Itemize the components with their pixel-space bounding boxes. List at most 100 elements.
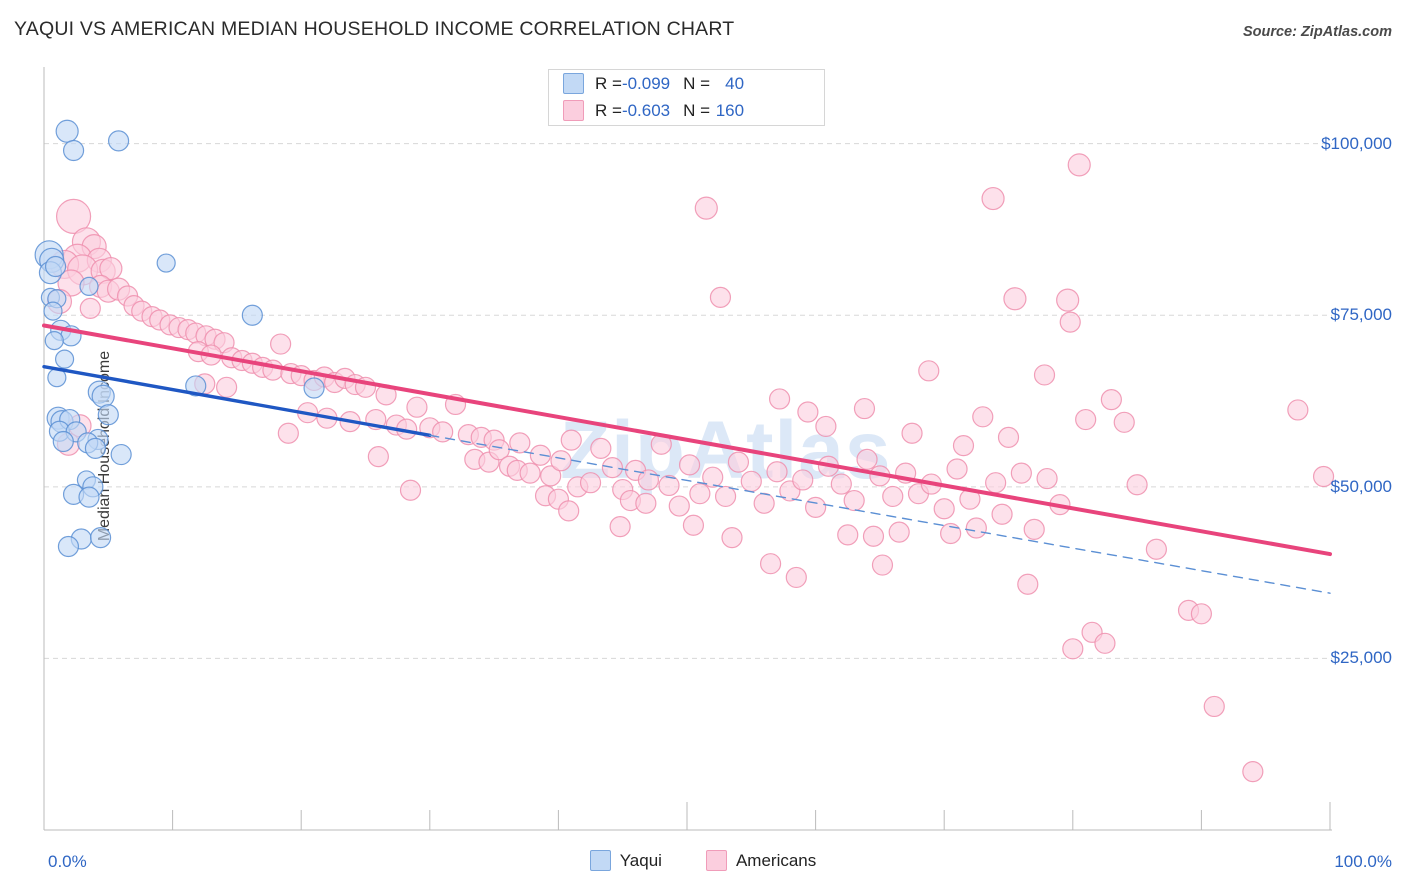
data-points-yaqui: [34, 119, 325, 558]
legend-item-americans[interactable]: Americans: [705, 850, 817, 871]
scatter-point: [740, 470, 762, 492]
scatter-point: [830, 473, 852, 495]
scatter-point: [509, 432, 531, 454]
legend-item-yaqui[interactable]: Yaqui: [589, 850, 662, 871]
scatter-point: [44, 331, 64, 351]
scatter-point: [694, 196, 718, 220]
scatter-point: [1003, 287, 1027, 311]
scatter-point: [62, 139, 85, 162]
y-axis-tick-label: $100,000: [1321, 133, 1392, 153]
trend-line: [429, 434, 1331, 594]
scatter-point: [55, 119, 79, 143]
scatter-point: [156, 253, 176, 273]
scatter-point: [689, 483, 711, 505]
n-label-americans: N =: [683, 100, 711, 120]
scatter-point: [1075, 408, 1097, 431]
scatter-point: [981, 186, 1005, 211]
scatter-point: [52, 430, 74, 453]
scatter-point: [759, 553, 782, 575]
scatter-point: [1113, 411, 1135, 433]
scatter-point: [406, 396, 428, 418]
scatter-point: [558, 500, 580, 522]
scatter-point: [1056, 288, 1080, 312]
scatter-point: [1126, 474, 1148, 496]
r-label-yaqui: R =: [595, 73, 622, 93]
scatter-point: [792, 469, 814, 491]
legend-swatch-americans-icon: [563, 100, 584, 121]
axis-lines: [43, 67, 1332, 831]
scatter-point: [1094, 632, 1116, 654]
gridlines: [44, 143, 1332, 659]
scatter-point: [185, 375, 207, 397]
scatter-point: [709, 286, 732, 308]
trend-line: [42, 323, 1332, 557]
scatter-point: [940, 522, 962, 545]
scatter-point: [1287, 399, 1309, 421]
scatter-point: [107, 130, 130, 152]
scatter-point: [972, 406, 994, 428]
x-axis-label-min: 0.0%: [48, 852, 87, 871]
scatter-point: [768, 388, 791, 410]
scatter-point: [678, 454, 701, 476]
scatter-point: [57, 535, 80, 558]
scatter-point: [853, 397, 876, 420]
legend-label-americans: Americans: [735, 850, 817, 870]
scatter-point: [682, 514, 705, 536]
scatter-point: [1033, 364, 1056, 386]
data-points-americans: [46, 153, 1335, 783]
legend-label-yaqui: Yaqui: [619, 850, 662, 870]
scatter-point: [1067, 153, 1091, 177]
scatter-point: [766, 461, 788, 483]
trend-lines: [42, 323, 1332, 594]
scatter-point: [797, 401, 819, 423]
scatter-point: [1017, 573, 1039, 595]
scatter-point: [1036, 467, 1058, 490]
scatter-point: [946, 458, 968, 480]
scatter-point: [727, 451, 750, 473]
scatter-point: [918, 360, 940, 382]
scatter-point: [540, 465, 562, 487]
scatter-point: [702, 466, 724, 488]
scatter-point: [99, 256, 123, 281]
r-label-americans: R =: [595, 100, 622, 120]
scatter-point: [303, 377, 325, 399]
source-attribution: Source: ZipAtlas.com: [1242, 24, 1392, 40]
scatter-point: [54, 349, 75, 369]
r-value-yaqui: -0.099: [621, 73, 671, 93]
legend-color-americans-icon: [705, 850, 727, 871]
scatter-point: [216, 376, 238, 398]
scatter-point: [55, 198, 92, 234]
scatter-point: [97, 404, 119, 426]
scatter-point: [965, 517, 987, 539]
scatter-point: [79, 297, 101, 319]
correlation-legend: R = -0.099 N = 40 R = -0.603 N = 160: [548, 69, 825, 126]
legend-swatch-yaqui-icon: [563, 73, 584, 94]
scatter-point: [882, 485, 904, 508]
scatter-point: [668, 495, 690, 517]
scatter-point: [888, 521, 910, 543]
scatter-point: [856, 448, 878, 470]
scatter-point: [985, 472, 1007, 494]
scatter-point: [997, 426, 1020, 448]
scatter-point: [550, 450, 572, 472]
x-axis-ticks: [43, 802, 1331, 830]
scatter-point: [815, 415, 837, 438]
correlation-legend-row-yaqui: R = -0.099 N = 40: [549, 70, 824, 97]
r-value-americans: -0.603: [621, 100, 671, 120]
y-axis-tick-label: $75,000: [1330, 305, 1392, 325]
series-legend: Yaqui Americans: [0, 850, 1406, 871]
n-value-yaqui: 40: [725, 73, 745, 93]
scatter-point: [837, 524, 859, 546]
y-axis-tick-label: $50,000: [1330, 476, 1392, 496]
scatter-point: [1059, 311, 1081, 333]
scatter-point: [579, 472, 602, 494]
legend-color-yaqui-icon: [589, 850, 611, 871]
scatter-point: [721, 527, 743, 549]
scatter-point: [89, 527, 112, 549]
scatter-point: [91, 384, 115, 408]
n-value-americans: 160: [715, 100, 745, 120]
scatter-point: [270, 333, 292, 355]
scatter-point: [901, 422, 923, 444]
